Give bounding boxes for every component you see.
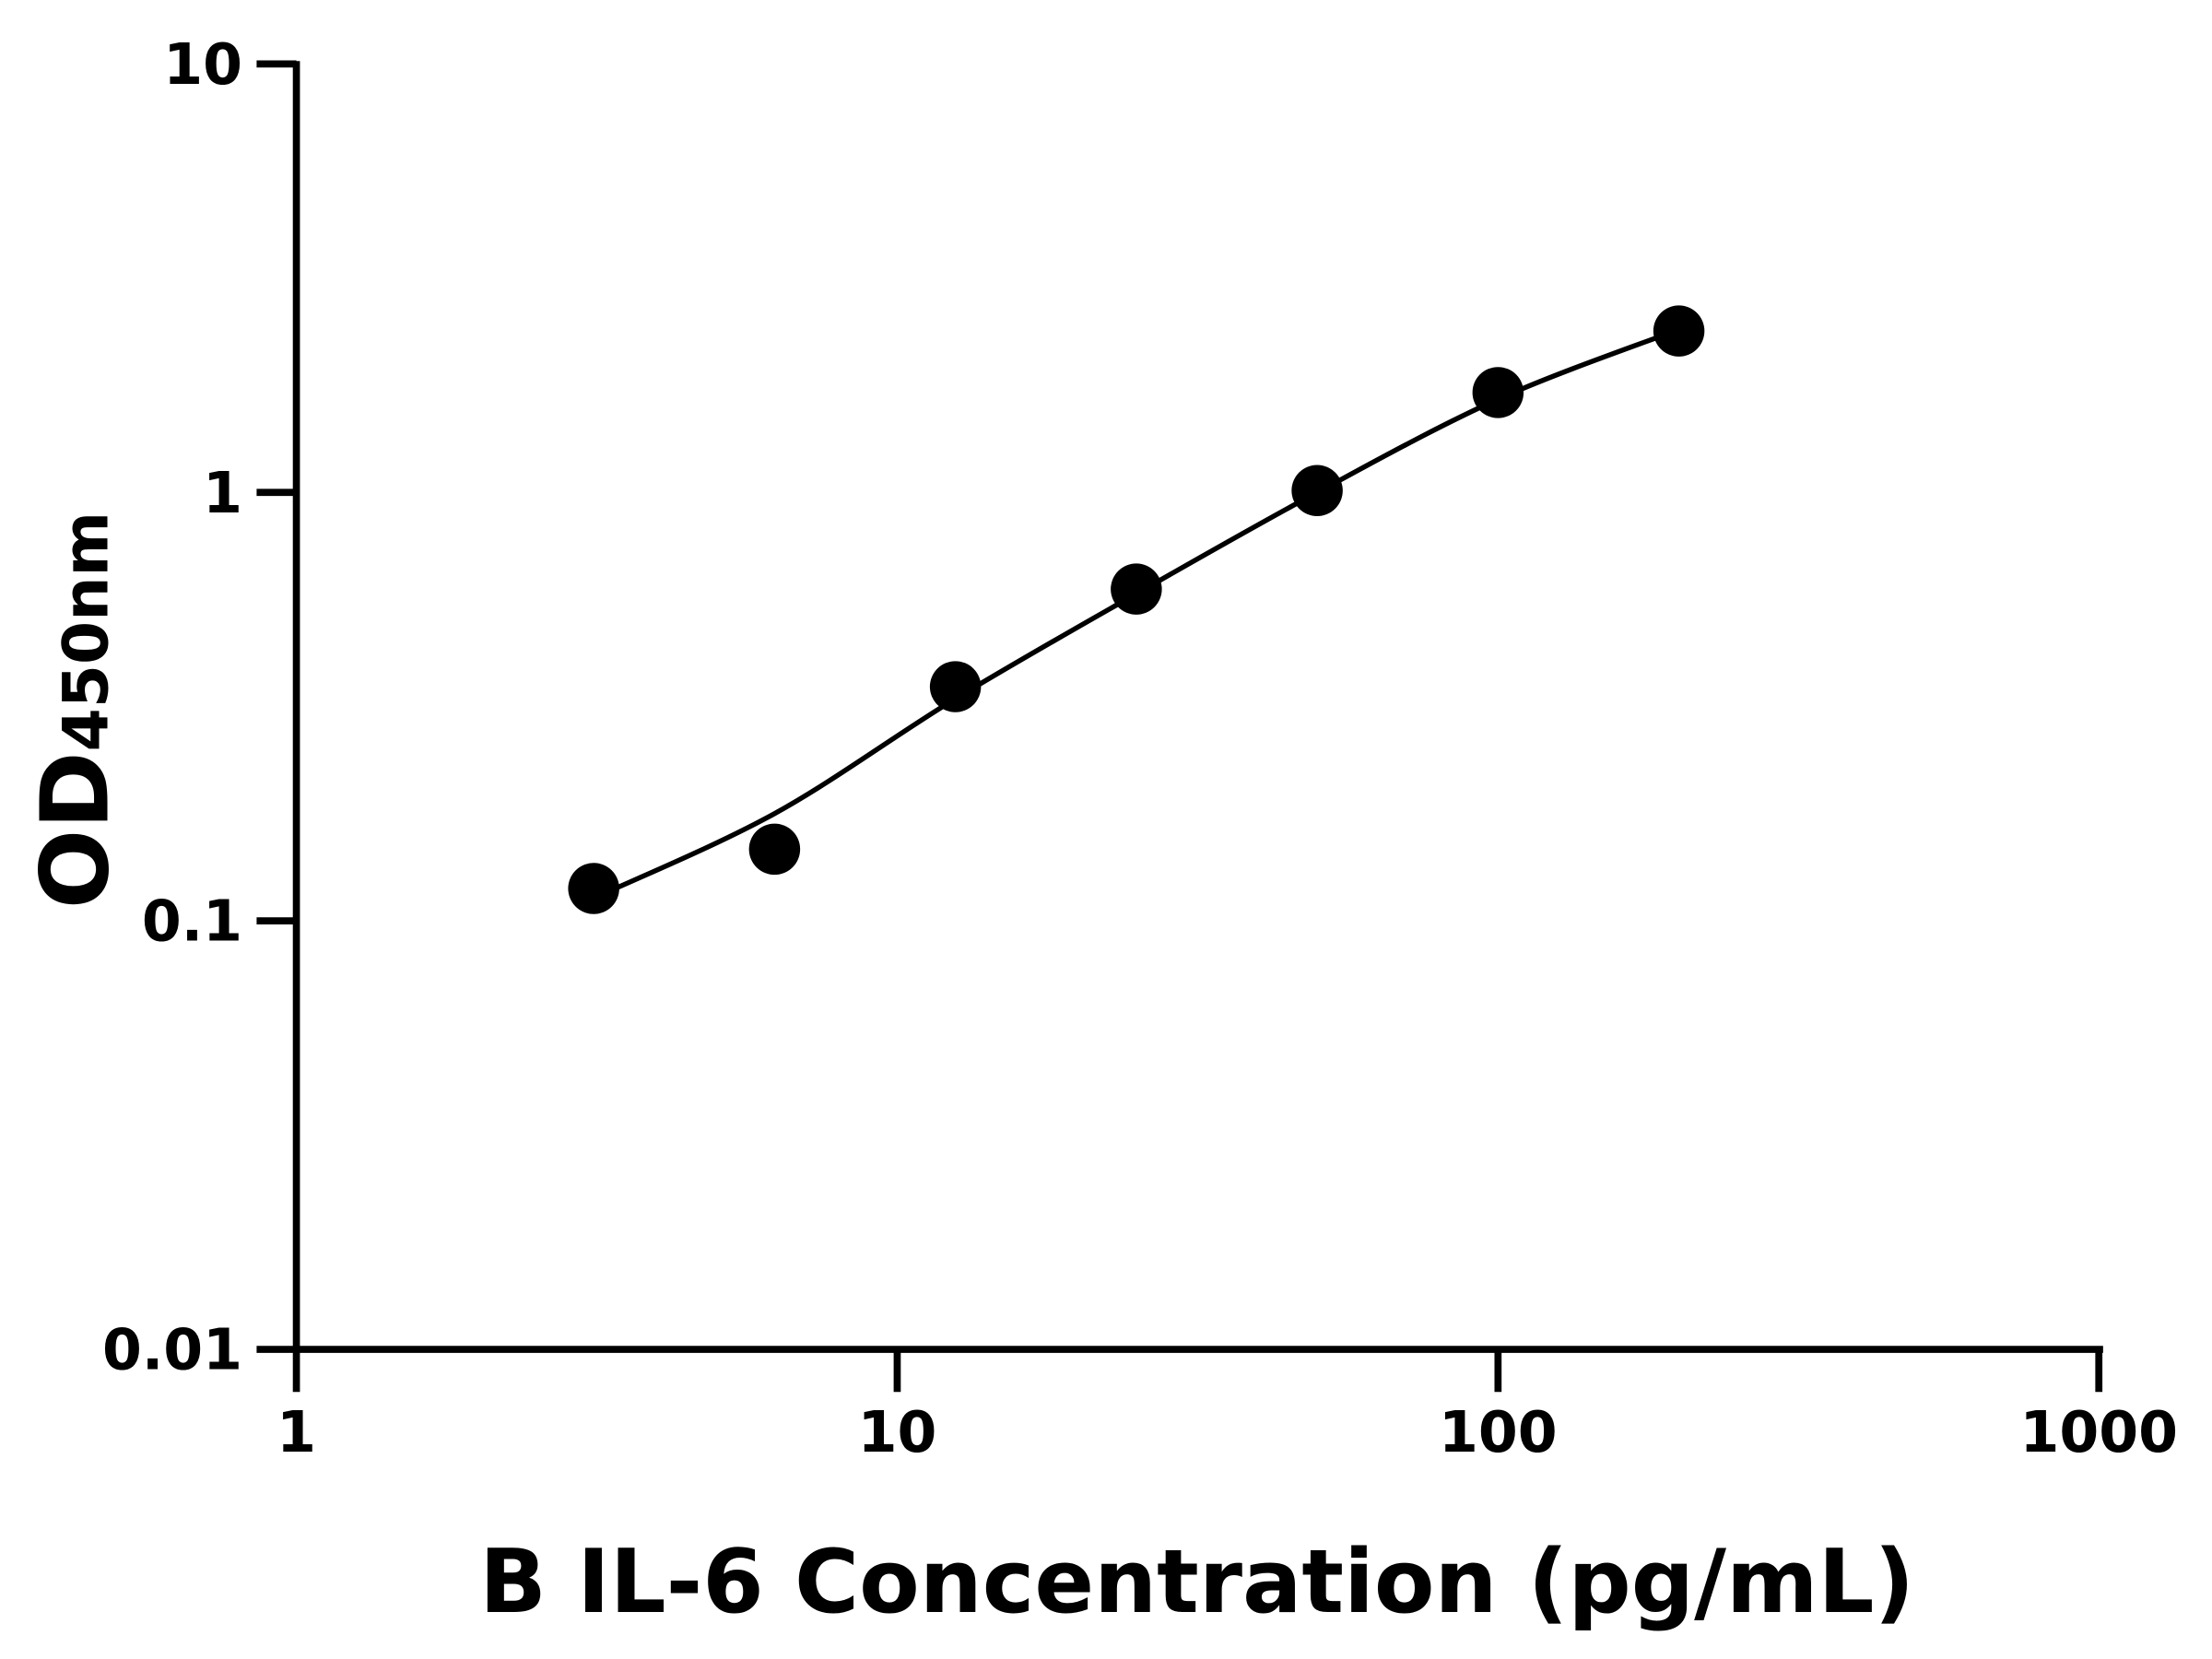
y-tick-label: 1: [203, 460, 242, 526]
y-tick-label: 0.01: [102, 1317, 242, 1383]
data-point: [1472, 367, 1524, 418]
y-tick-label: 0.1: [142, 888, 242, 955]
x-tick-label: 1000: [2019, 1399, 2178, 1465]
data-point: [1653, 305, 1705, 357]
data-point: [1291, 465, 1343, 516]
data-point: [1111, 563, 1162, 615]
y-axis-label-main: OD: [21, 751, 130, 909]
y-axis-label-sub: 450nm: [50, 512, 123, 751]
y-axis-label: OD450nm: [21, 512, 130, 909]
data-point: [929, 661, 982, 712]
x-axis-label: B IL-6 Concentration (pg/mL): [479, 1530, 1914, 1633]
x-tick-label: 1: [276, 1399, 316, 1465]
y-tick-label: 10: [163, 31, 242, 98]
svg-text:OD450nm: OD450nm: [21, 512, 130, 909]
x-tick-label: 10: [858, 1399, 937, 1465]
data-point: [568, 863, 619, 914]
x-tick-label: 100: [1439, 1399, 1558, 1465]
ticks-layer: 1 10 100 1000 0.01 0.1 1 10: [102, 31, 2178, 1465]
points-layer: [568, 305, 1705, 914]
data-point: [748, 823, 801, 876]
